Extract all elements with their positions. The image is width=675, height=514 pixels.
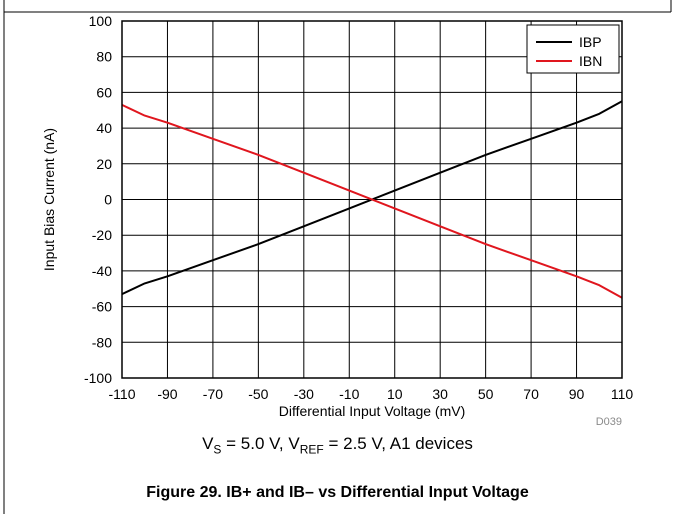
vref-subscript: REF [299,442,324,457]
y-tick-label: -60 [92,299,112,315]
legend-label-ibp: IBP [579,34,602,50]
x-tick-label: 10 [387,386,403,402]
legend: IBP IBN [526,24,620,74]
x-tick-label: -30 [294,386,314,402]
x-tick-label: 90 [569,386,585,402]
x-tick-label: 30 [432,386,448,402]
plot-border [121,20,623,379]
x-tick-label: 110 [611,386,634,402]
grid [121,20,623,379]
y-tick-label: -20 [92,227,112,243]
series-line-ibn [121,103,623,299]
y-tick-label: 80 [96,49,112,65]
test-condition: VS = 5.0 V, VREF = 2.5 V, A1 devices [0,434,675,456]
vref-symbol: V [288,434,300,453]
y-axis-label: Input Bias Current (nA) [41,128,57,271]
vs-symbol: V [202,434,214,453]
series-layer [121,100,623,299]
legend-box [526,24,620,74]
y-tick-label: 20 [96,156,112,172]
x-tick-label: -110 [109,386,136,402]
x-tick-label: 70 [523,386,539,402]
vref-value: = 2.5 V, A1 devices [323,434,473,453]
y-tick-label: 60 [96,84,112,100]
vs-value: = 5.0 V, [221,434,289,453]
x-tick-label: -90 [157,386,177,402]
x-tick-label: -10 [339,386,359,402]
x-tick-label: 50 [478,386,494,402]
y-tick-label: -100 [84,370,112,386]
x-tick-labels: -110 -90 -70 -50 -30 -10 10 30 50 70 90 110 [109,386,634,402]
y-tick-label: 100 [89,13,113,29]
y-tick-label: 40 [96,120,112,136]
x-tick-label: -50 [248,386,268,402]
figure-code: D039 [596,416,622,428]
x-axis-label: Differential Input Voltage (mV) [279,403,466,419]
y-tick-label: -40 [92,263,112,279]
legend-label-ibn: IBN [579,53,602,69]
figure-caption: Figure 29. IB+ and IB– vs Differential I… [146,484,529,501]
y-tick-labels: -100 -80 -60 -40 -20 0 20 40 60 80 100 [84,13,112,386]
x-tick-label: -70 [203,386,223,402]
y-tick-label: 0 [104,192,112,208]
vs-subscript: S [213,442,222,457]
y-tick-label: -80 [92,334,112,350]
